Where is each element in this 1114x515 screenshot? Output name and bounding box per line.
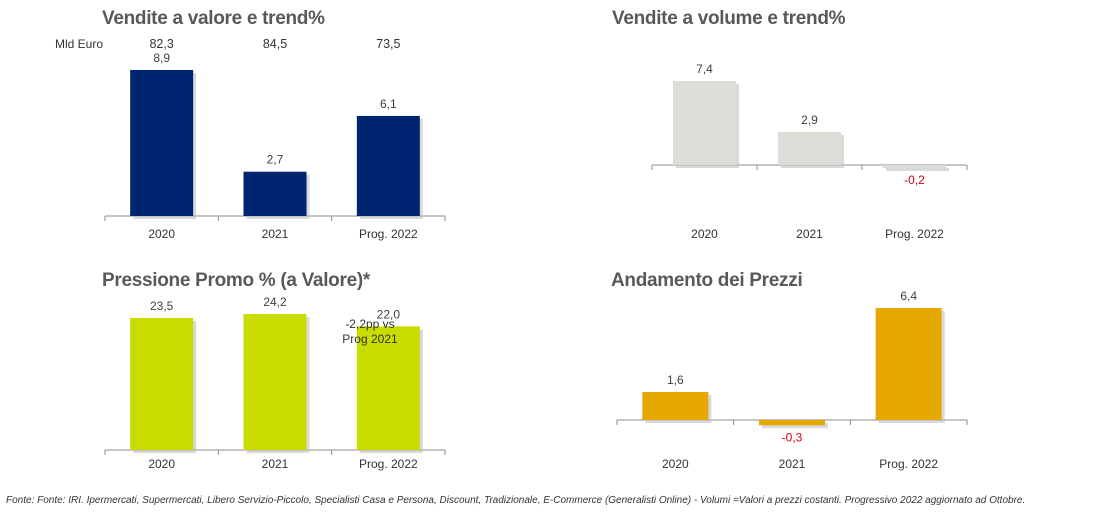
data-label: 6,1: [380, 97, 397, 111]
bar: [356, 115, 420, 216]
chart-title: Vendite a valore e trend%: [102, 8, 325, 29]
data-label: 6,4: [900, 289, 917, 303]
top-row-value: 73,5: [376, 37, 400, 51]
chart-pressione-promo: Pressione Promo % (a Valore)* 23,5 2020 24…: [0, 258, 557, 486]
chart-vendite-volume: Vendite a volume e trend% 7,4 2020 2,9 2021…: [557, 0, 1114, 250]
chart-plot: 7,4 2020 2,9 2021 -0,2 Prog. 2022: [651, 62, 968, 241]
bar: [778, 132, 841, 165]
x-tick-label: Prog. 2022: [359, 227, 418, 241]
bar: [642, 392, 709, 420]
bar-shadow: [762, 423, 828, 429]
bar: [356, 326, 420, 450]
x-tick-label: 2021: [262, 457, 289, 471]
x-tick-label: 2020: [691, 227, 718, 241]
chart-title: Pressione Promo % (a Valore)*: [102, 270, 370, 291]
bar: [243, 171, 307, 216]
top-row-value: 82,3: [149, 37, 173, 51]
bar: [243, 314, 307, 450]
bar: [130, 70, 194, 216]
chart-plot: 1,6 2020 -0,3 2021 6,4 Prog. 2022: [616, 289, 968, 471]
x-tick-label: Prog. 2022: [359, 457, 418, 471]
chart-plot: 23,5 2020 24,2 2021 22,0 Prog. 2022 -2,2pp vsP…: [104, 295, 446, 471]
chart-plot: 8,9 2020 82,3 2,7 2021 84,5 6,1 Prog. 2022 73,5: [104, 37, 446, 241]
x-tick-label: 2021: [796, 227, 823, 241]
x-tick-label: 2020: [148, 457, 175, 471]
data-label: 8,9: [153, 51, 170, 65]
chart-title: Andamento dei Prezzi: [611, 270, 803, 291]
data-label: -0,2: [904, 173, 925, 187]
chart-andamento-prezzi: Andamento dei Prezzi 1,6 2020 -0,3 2021 6,4 P…: [557, 258, 1114, 486]
data-label: 23,5: [150, 299, 174, 313]
data-label: 22,0: [377, 307, 401, 321]
bar: [883, 165, 946, 168]
data-label: -0,3: [782, 430, 803, 444]
data-label: 1,6: [667, 373, 684, 387]
x-tick-label: Prog. 2022: [885, 227, 944, 241]
bar: [130, 317, 194, 450]
bar-shadow: [886, 168, 949, 171]
chart-vendite-valore: Vendite a valore e trend% Mld Euro 8,9 20…: [0, 0, 557, 250]
data-label: 2,9: [801, 113, 818, 127]
bar: [673, 81, 736, 165]
chart-title: Vendite a volume e trend%: [612, 8, 846, 29]
bar: [875, 308, 942, 420]
x-tick-label: 2021: [262, 227, 289, 241]
data-label: 2,7: [267, 153, 284, 167]
source-footnote: Fonte: Fonte: IRI. Ipermercati, Supermer…: [6, 495, 1026, 506]
x-tick-label: Prog. 2022: [879, 457, 938, 471]
bar: [759, 420, 825, 426]
annotation-text: -2,2pp vs: [345, 317, 394, 331]
x-tick-label: 2020: [148, 227, 175, 241]
data-label: 7,4: [696, 62, 713, 76]
x-tick-label: 2020: [662, 457, 689, 471]
data-label: 24,2: [263, 295, 287, 309]
top-row-value: 84,5: [263, 37, 287, 51]
unit-label: Mld Euro: [55, 37, 104, 51]
x-tick-label: 2021: [779, 457, 806, 471]
annotation-text: Prog 2021: [342, 332, 398, 346]
